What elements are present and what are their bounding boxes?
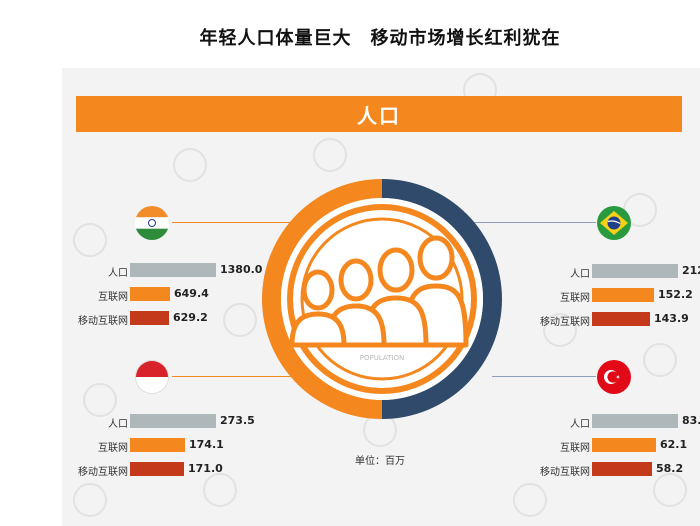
brazil-mobile-value: 143.9	[654, 312, 689, 325]
stat-label: 人口	[570, 419, 590, 430]
turkey-mobile-bar	[592, 462, 652, 476]
watermark-stamp	[203, 473, 237, 507]
people-icon	[289, 235, 469, 348]
turkey-connector	[492, 376, 596, 377]
stat-label: 人口	[570, 269, 590, 280]
watermark-stamp	[653, 473, 687, 507]
brazil-internet-value: 152.2	[658, 288, 693, 301]
watermark-stamp	[643, 343, 677, 377]
india-mobile-value: 629.2	[173, 311, 208, 324]
stat-label: 人口	[108, 268, 128, 279]
watermark-stamp	[543, 313, 577, 347]
india-flag	[135, 206, 169, 240]
watermark-stamp	[223, 303, 257, 337]
population-label: POPULATION	[360, 354, 404, 362]
indonesia-connector	[172, 376, 297, 377]
page-title: 年轻人口体量巨大 移动市场增长红利犹在	[199, 28, 561, 49]
turkey-mobile-value: 58.2	[656, 462, 684, 475]
india-internet-bar	[130, 287, 170, 301]
indonesia-flag	[135, 360, 169, 394]
brazil-mobile-bar	[592, 312, 650, 326]
turkey-stats: 人口 互联网 移动互联网 83.9 62.1 58.2	[530, 414, 700, 478]
turkey-population-bar	[592, 414, 678, 428]
stat-label: 移动互联网	[540, 317, 590, 328]
indonesia-stats: 人口 互联网 移动互联网 273.5 174.1 171.0	[68, 414, 268, 478]
donut-left-arc	[262, 179, 382, 419]
indonesia-mobile-value: 171.0	[188, 462, 223, 475]
india-stats: 人口 互联网 移动互联网 1380.0 649.4 629.2	[68, 263, 268, 327]
stat-label: 人口	[108, 419, 128, 430]
indonesia-population-bar	[130, 414, 216, 428]
turkey-flag	[597, 360, 631, 394]
brazil-internet-bar	[592, 288, 654, 302]
turkey-population-value: 83.9	[682, 414, 700, 427]
stat-label: 互联网	[560, 293, 590, 304]
turkey-internet-bar	[592, 438, 656, 452]
brazil-population-bar	[592, 264, 678, 278]
india-mobile-bar	[130, 311, 169, 325]
donut-right-arc	[382, 179, 502, 419]
india-population-bar	[130, 263, 216, 277]
india-connector	[172, 222, 307, 223]
brazil-flag	[597, 206, 631, 240]
stat-label: 移动互联网	[540, 467, 590, 478]
brazil-connector	[472, 222, 596, 223]
brazil-stats: 人口 互联网 移动互联网 212.6 152.2 143.9	[530, 264, 700, 328]
unit-label: 单位：百万	[355, 456, 405, 467]
watermark-stamp	[73, 223, 107, 257]
turkey-internet-value: 62.1	[660, 438, 688, 451]
watermark-stamp	[83, 383, 117, 417]
india-internet-value: 649.4	[174, 287, 209, 300]
indonesia-internet-value: 174.1	[189, 438, 224, 451]
watermark-stamp	[513, 483, 547, 517]
watermark-stamp	[73, 483, 107, 517]
indonesia-mobile-bar	[130, 462, 184, 476]
indonesia-internet-bar	[130, 438, 185, 452]
stat-label: 移动互联网	[78, 316, 128, 327]
brazil-population-value: 212.6	[682, 264, 700, 277]
stat-label: 互联网	[560, 443, 590, 454]
stat-label: 互联网	[98, 443, 128, 454]
watermark-stamp	[173, 148, 207, 182]
stat-label: 互联网	[98, 292, 128, 303]
population-banner: 人口	[76, 96, 682, 132]
watermark-stamp	[313, 138, 347, 172]
indonesia-population-value: 273.5	[220, 414, 255, 427]
stat-label: 移动互联网	[78, 467, 128, 478]
india-population-value: 1380.0	[220, 263, 263, 276]
